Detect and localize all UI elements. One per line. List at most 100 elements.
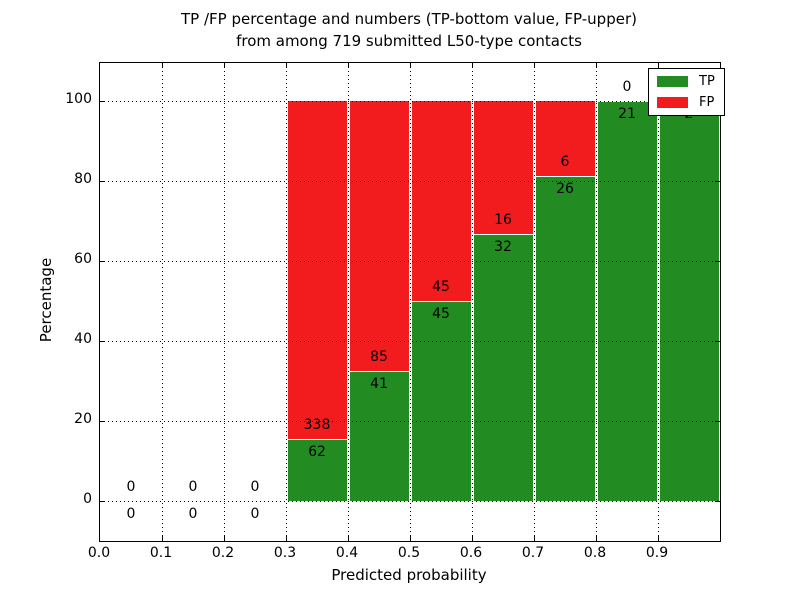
tp-legend-swatch	[657, 76, 688, 87]
x-tick-label: 0.3	[273, 545, 297, 561]
tp-value-label: 0	[250, 506, 260, 522]
legend: TP FP	[648, 68, 725, 116]
x-tick-mark	[161, 536, 163, 541]
fp-legend-swatch	[657, 97, 688, 108]
y-tick-label: 100	[65, 91, 92, 107]
tp-value-label: 21	[618, 106, 636, 122]
fp-bar-segment	[473, 101, 533, 235]
vertical-gridline	[285, 63, 287, 541]
x-tick-mark	[595, 63, 597, 68]
vertical-gridline	[409, 63, 411, 541]
x-tick-mark	[223, 63, 225, 68]
y-tick-mark	[100, 260, 105, 262]
legend-row-tp: TP	[657, 74, 715, 89]
chart-title: TP /FP percentage and numbers (TP-bottom…	[99, 8, 719, 52]
tp-value-label: 41	[370, 375, 388, 392]
y-tick-mark	[100, 340, 105, 342]
x-tick-mark	[347, 536, 349, 541]
x-tick-label: 0.6	[459, 545, 483, 561]
tp-bar-segment	[349, 370, 409, 501]
horizontal-gridline	[100, 500, 720, 502]
x-tick-mark	[285, 536, 287, 541]
fp-value-label: 0	[188, 479, 198, 495]
x-tick-label: 0.8	[583, 545, 607, 561]
vertical-gridline	[223, 63, 225, 541]
tp-value-label: 0	[126, 506, 136, 522]
y-axis-label: Percentage	[37, 257, 55, 343]
fp-value-label: 6	[560, 154, 570, 170]
x-tick-label: 0.2	[211, 545, 235, 561]
fp-legend-label: FP	[699, 95, 715, 110]
horizontal-gridline	[100, 260, 720, 262]
fp-bar-segment	[349, 101, 409, 371]
vertical-gridline	[657, 63, 659, 541]
fp-bar-segment	[535, 101, 595, 176]
tp-bar-segment	[287, 439, 347, 501]
y-tick-mark	[715, 420, 720, 422]
plot-area: 0000003386285414545163262602102 TP FP	[99, 62, 725, 542]
x-tick-mark	[533, 536, 535, 541]
y-tick-mark	[100, 500, 105, 502]
horizontal-gridline	[100, 420, 720, 422]
x-tick-mark	[285, 63, 287, 68]
chart-title-line1: TP /FP percentage and numbers (TP-bottom…	[181, 10, 637, 28]
x-tick-mark	[409, 63, 411, 68]
y-tick-label: 20	[74, 411, 92, 427]
tp-bar-segment	[535, 176, 595, 501]
fp-bar-segment	[287, 101, 347, 439]
y-tick-mark	[715, 180, 720, 182]
x-tick-label: 0.9	[645, 545, 669, 561]
horizontal-gridline	[100, 180, 720, 182]
x-tick-mark	[409, 536, 411, 541]
vertical-gridline	[533, 63, 535, 541]
tp-bar-segment	[411, 301, 471, 501]
fp-value-label: 0	[250, 479, 260, 495]
tp-legend-label: TP	[699, 74, 715, 89]
x-tick-mark	[347, 63, 349, 68]
x-tick-label: 0.0	[87, 545, 111, 561]
y-tick-label: 0	[83, 491, 92, 507]
y-tick-mark	[715, 260, 720, 262]
x-tick-mark	[595, 536, 597, 541]
x-tick-mark	[657, 536, 659, 541]
vertical-gridline	[471, 63, 473, 541]
y-tick-mark	[715, 500, 720, 502]
x-tick-mark	[533, 63, 535, 68]
y-tick-mark	[100, 180, 105, 182]
fp-bar-segment	[411, 101, 471, 301]
tp-value-label: 45	[432, 306, 450, 322]
horizontal-gridline	[100, 100, 720, 102]
vertical-gridline	[161, 63, 163, 541]
x-tick-mark	[471, 63, 473, 68]
tp-value-label: 0	[188, 506, 198, 522]
chart-title-line2: from among 719 submitted L50-type contac…	[236, 32, 582, 50]
fp-value-label: 0	[622, 79, 632, 95]
tp-bar-segment	[597, 101, 657, 501]
x-tick-label: 0.4	[335, 545, 359, 561]
x-tick-mark	[657, 63, 659, 68]
fp-value-label: 338	[303, 417, 331, 433]
tp-value-label: 26	[556, 181, 574, 197]
y-tick-mark	[715, 340, 720, 342]
x-tick-mark	[471, 536, 473, 541]
y-tick-mark	[100, 100, 105, 102]
fp-value-label: 45	[432, 279, 450, 295]
x-tick-label: 0.1	[149, 545, 173, 561]
vertical-gridline	[347, 63, 349, 541]
fp-value-label: 85	[370, 348, 388, 365]
fp-value-label: 0	[126, 479, 136, 495]
x-tick-label: 0.7	[521, 545, 545, 561]
y-tick-label: 80	[74, 171, 92, 187]
horizontal-gridline	[100, 340, 720, 342]
tp-bar-segment	[659, 101, 719, 501]
fp-value-label: 16	[494, 212, 512, 229]
x-tick-label: 0.5	[397, 545, 421, 561]
y-tick-label: 40	[74, 331, 92, 347]
vertical-gridline	[595, 63, 597, 541]
x-tick-mark	[223, 536, 225, 541]
tp-value-label: 32	[494, 239, 512, 256]
x-axis-label: Predicted probability	[331, 566, 487, 584]
legend-row-fp: FP	[657, 95, 715, 110]
x-tick-mark	[161, 63, 163, 68]
